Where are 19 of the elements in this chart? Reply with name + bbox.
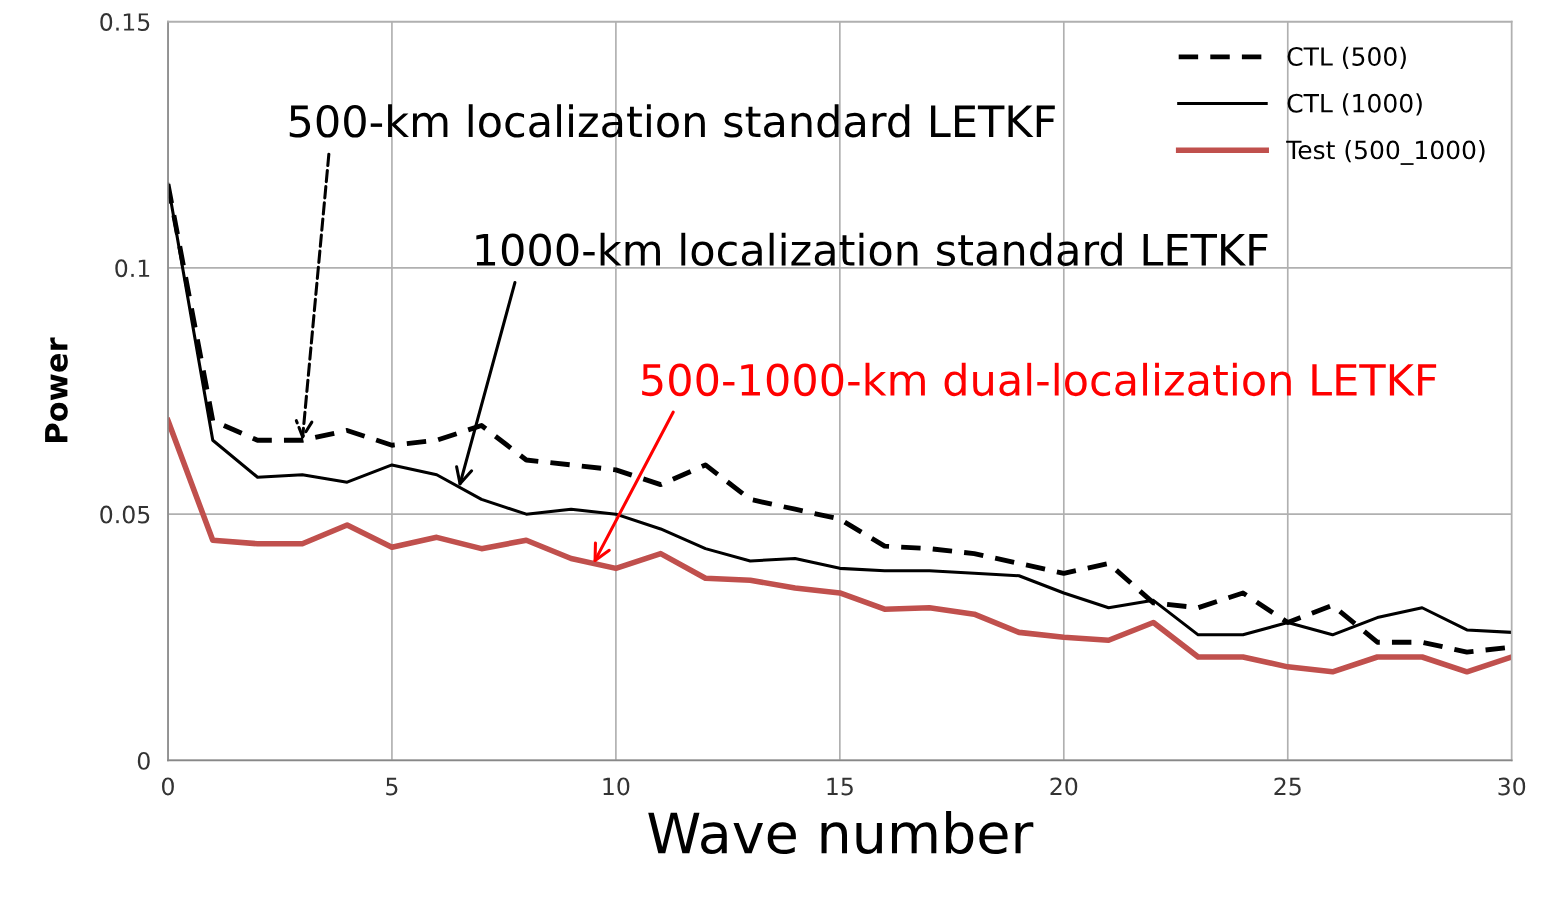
legend-label: CTL (1000)	[1287, 93, 1422, 116]
x-tick-label: 30	[1498, 777, 1526, 796]
x-tick-label: 0	[162, 777, 174, 796]
y-tick-label: 0.1	[115, 259, 150, 278]
x-tick-label: 10	[603, 777, 630, 796]
y-tick-label: 0	[137, 751, 150, 770]
legend-label: CTL (500)	[1287, 46, 1406, 69]
annotation: 500-1000-km dual-localization LETKF	[642, 362, 1437, 397]
x-axis-title: Wave number	[648, 811, 1034, 855]
annotation: 500-km localization standard LETKF	[289, 104, 1055, 138]
y-tick-label: 0.05	[100, 505, 150, 524]
legend-label: Test (500_1000)	[1286, 140, 1485, 165]
x-tick-label: 25	[1274, 777, 1301, 796]
y-axis-title: Power	[45, 337, 68, 442]
x-tick-label: 5	[386, 777, 398, 796]
x-tick-label: 15	[827, 777, 853, 796]
x-tick-label: 20	[1050, 777, 1078, 796]
annotation: 1000-km localization standard LETKF	[476, 232, 1268, 267]
y-tick-label: 0.15	[100, 13, 150, 31]
